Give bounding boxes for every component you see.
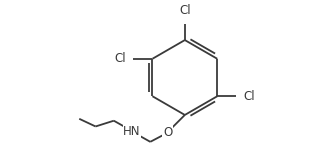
Text: Cl: Cl <box>114 52 126 65</box>
Text: O: O <box>163 126 172 139</box>
Text: Cl: Cl <box>244 90 255 103</box>
Text: Cl: Cl <box>179 4 191 17</box>
Text: HN: HN <box>123 125 141 138</box>
